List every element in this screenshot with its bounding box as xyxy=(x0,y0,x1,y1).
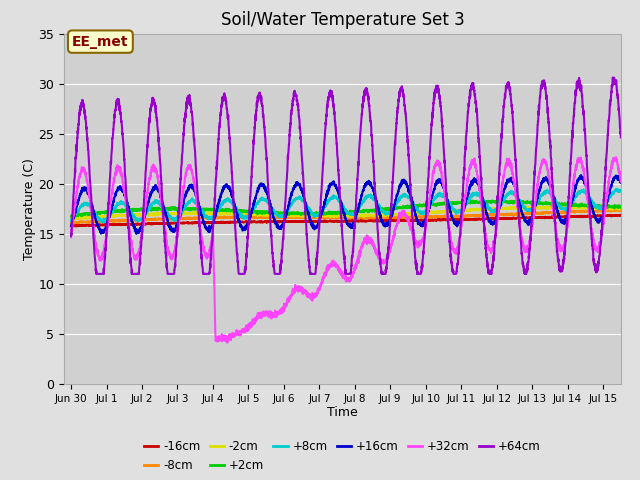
+2cm xyxy=(566,202,573,207)
-2cm xyxy=(543,204,551,209)
Line: -8cm: -8cm xyxy=(71,209,621,224)
Line: +8cm: +8cm xyxy=(71,189,621,223)
+64cm xyxy=(431,95,438,101)
+2cm xyxy=(239,207,247,213)
+2cm xyxy=(602,204,609,210)
+2cm xyxy=(423,203,431,208)
+16cm xyxy=(577,172,585,178)
+16cm xyxy=(566,209,573,215)
-8cm xyxy=(67,219,75,225)
Line: +32cm: +32cm xyxy=(71,157,621,343)
-2cm xyxy=(239,211,247,216)
-16cm xyxy=(616,212,623,217)
+2cm xyxy=(67,214,75,219)
-16cm xyxy=(67,222,75,228)
Text: EE_met: EE_met xyxy=(72,35,129,48)
X-axis label: Time: Time xyxy=(327,407,358,420)
+64cm xyxy=(189,129,197,134)
+16cm xyxy=(132,231,140,237)
-2cm xyxy=(566,205,573,211)
-16cm xyxy=(431,217,438,223)
+16cm xyxy=(67,223,75,229)
-16cm xyxy=(602,213,609,218)
+32cm xyxy=(423,219,431,225)
Legend: -16cm, -8cm, -2cm, +2cm, +8cm, +16cm, +32cm, +64cm: -16cm, -8cm, -2cm, +2cm, +8cm, +16cm, +3… xyxy=(140,435,545,477)
-8cm xyxy=(431,213,438,219)
Title: Soil/Water Temperature Set 3: Soil/Water Temperature Set 3 xyxy=(221,11,464,29)
-8cm xyxy=(189,215,197,221)
Line: -2cm: -2cm xyxy=(71,206,621,219)
+64cm xyxy=(239,271,247,277)
-2cm xyxy=(74,216,81,222)
+8cm xyxy=(566,202,573,208)
+8cm xyxy=(431,197,438,203)
+8cm xyxy=(239,214,247,220)
+8cm xyxy=(617,188,625,193)
+8cm xyxy=(612,186,620,192)
+8cm xyxy=(189,197,197,203)
+8cm xyxy=(423,207,431,213)
-16cm xyxy=(423,217,431,223)
-8cm xyxy=(423,215,431,220)
-16cm xyxy=(189,220,197,226)
-8cm xyxy=(602,207,609,213)
+8cm xyxy=(67,216,75,222)
+16cm xyxy=(431,186,438,192)
-16cm xyxy=(566,214,573,220)
+16cm xyxy=(423,214,431,220)
-16cm xyxy=(617,213,625,218)
+16cm xyxy=(189,186,197,192)
Line: +64cm: +64cm xyxy=(71,78,621,274)
+64cm xyxy=(566,180,573,186)
+32cm xyxy=(239,326,247,332)
+32cm xyxy=(223,340,231,346)
+64cm xyxy=(93,271,100,277)
-16cm xyxy=(239,219,247,225)
+32cm xyxy=(431,165,438,171)
-2cm xyxy=(431,209,438,215)
-8cm xyxy=(68,221,76,227)
-2cm xyxy=(67,215,75,221)
-2cm xyxy=(423,209,431,215)
-2cm xyxy=(617,206,625,212)
Y-axis label: Temperature (C): Temperature (C) xyxy=(22,158,36,260)
+32cm xyxy=(566,209,573,215)
Line: -16cm: -16cm xyxy=(71,215,621,227)
+32cm xyxy=(602,206,609,212)
+32cm xyxy=(612,154,620,160)
+32cm xyxy=(617,179,625,184)
+32cm xyxy=(67,234,75,240)
+8cm xyxy=(602,201,609,207)
+2cm xyxy=(431,202,438,207)
-2cm xyxy=(602,206,609,212)
+64cm xyxy=(609,75,617,81)
+16cm xyxy=(239,225,247,230)
-2cm xyxy=(189,211,197,216)
-8cm xyxy=(613,206,621,212)
-16cm xyxy=(72,224,80,229)
+64cm xyxy=(602,173,609,179)
+2cm xyxy=(68,214,76,219)
+2cm xyxy=(189,206,197,212)
+32cm xyxy=(189,176,197,181)
-8cm xyxy=(566,208,573,214)
+64cm xyxy=(617,134,625,140)
+8cm xyxy=(100,220,108,226)
+16cm xyxy=(602,204,609,210)
-8cm xyxy=(239,215,247,221)
-8cm xyxy=(617,208,625,214)
Line: +16cm: +16cm xyxy=(71,175,621,234)
+16cm xyxy=(617,179,625,185)
+2cm xyxy=(617,204,625,210)
+64cm xyxy=(67,233,75,239)
+64cm xyxy=(423,198,431,204)
Line: +2cm: +2cm xyxy=(71,201,621,216)
+2cm xyxy=(501,198,509,204)
